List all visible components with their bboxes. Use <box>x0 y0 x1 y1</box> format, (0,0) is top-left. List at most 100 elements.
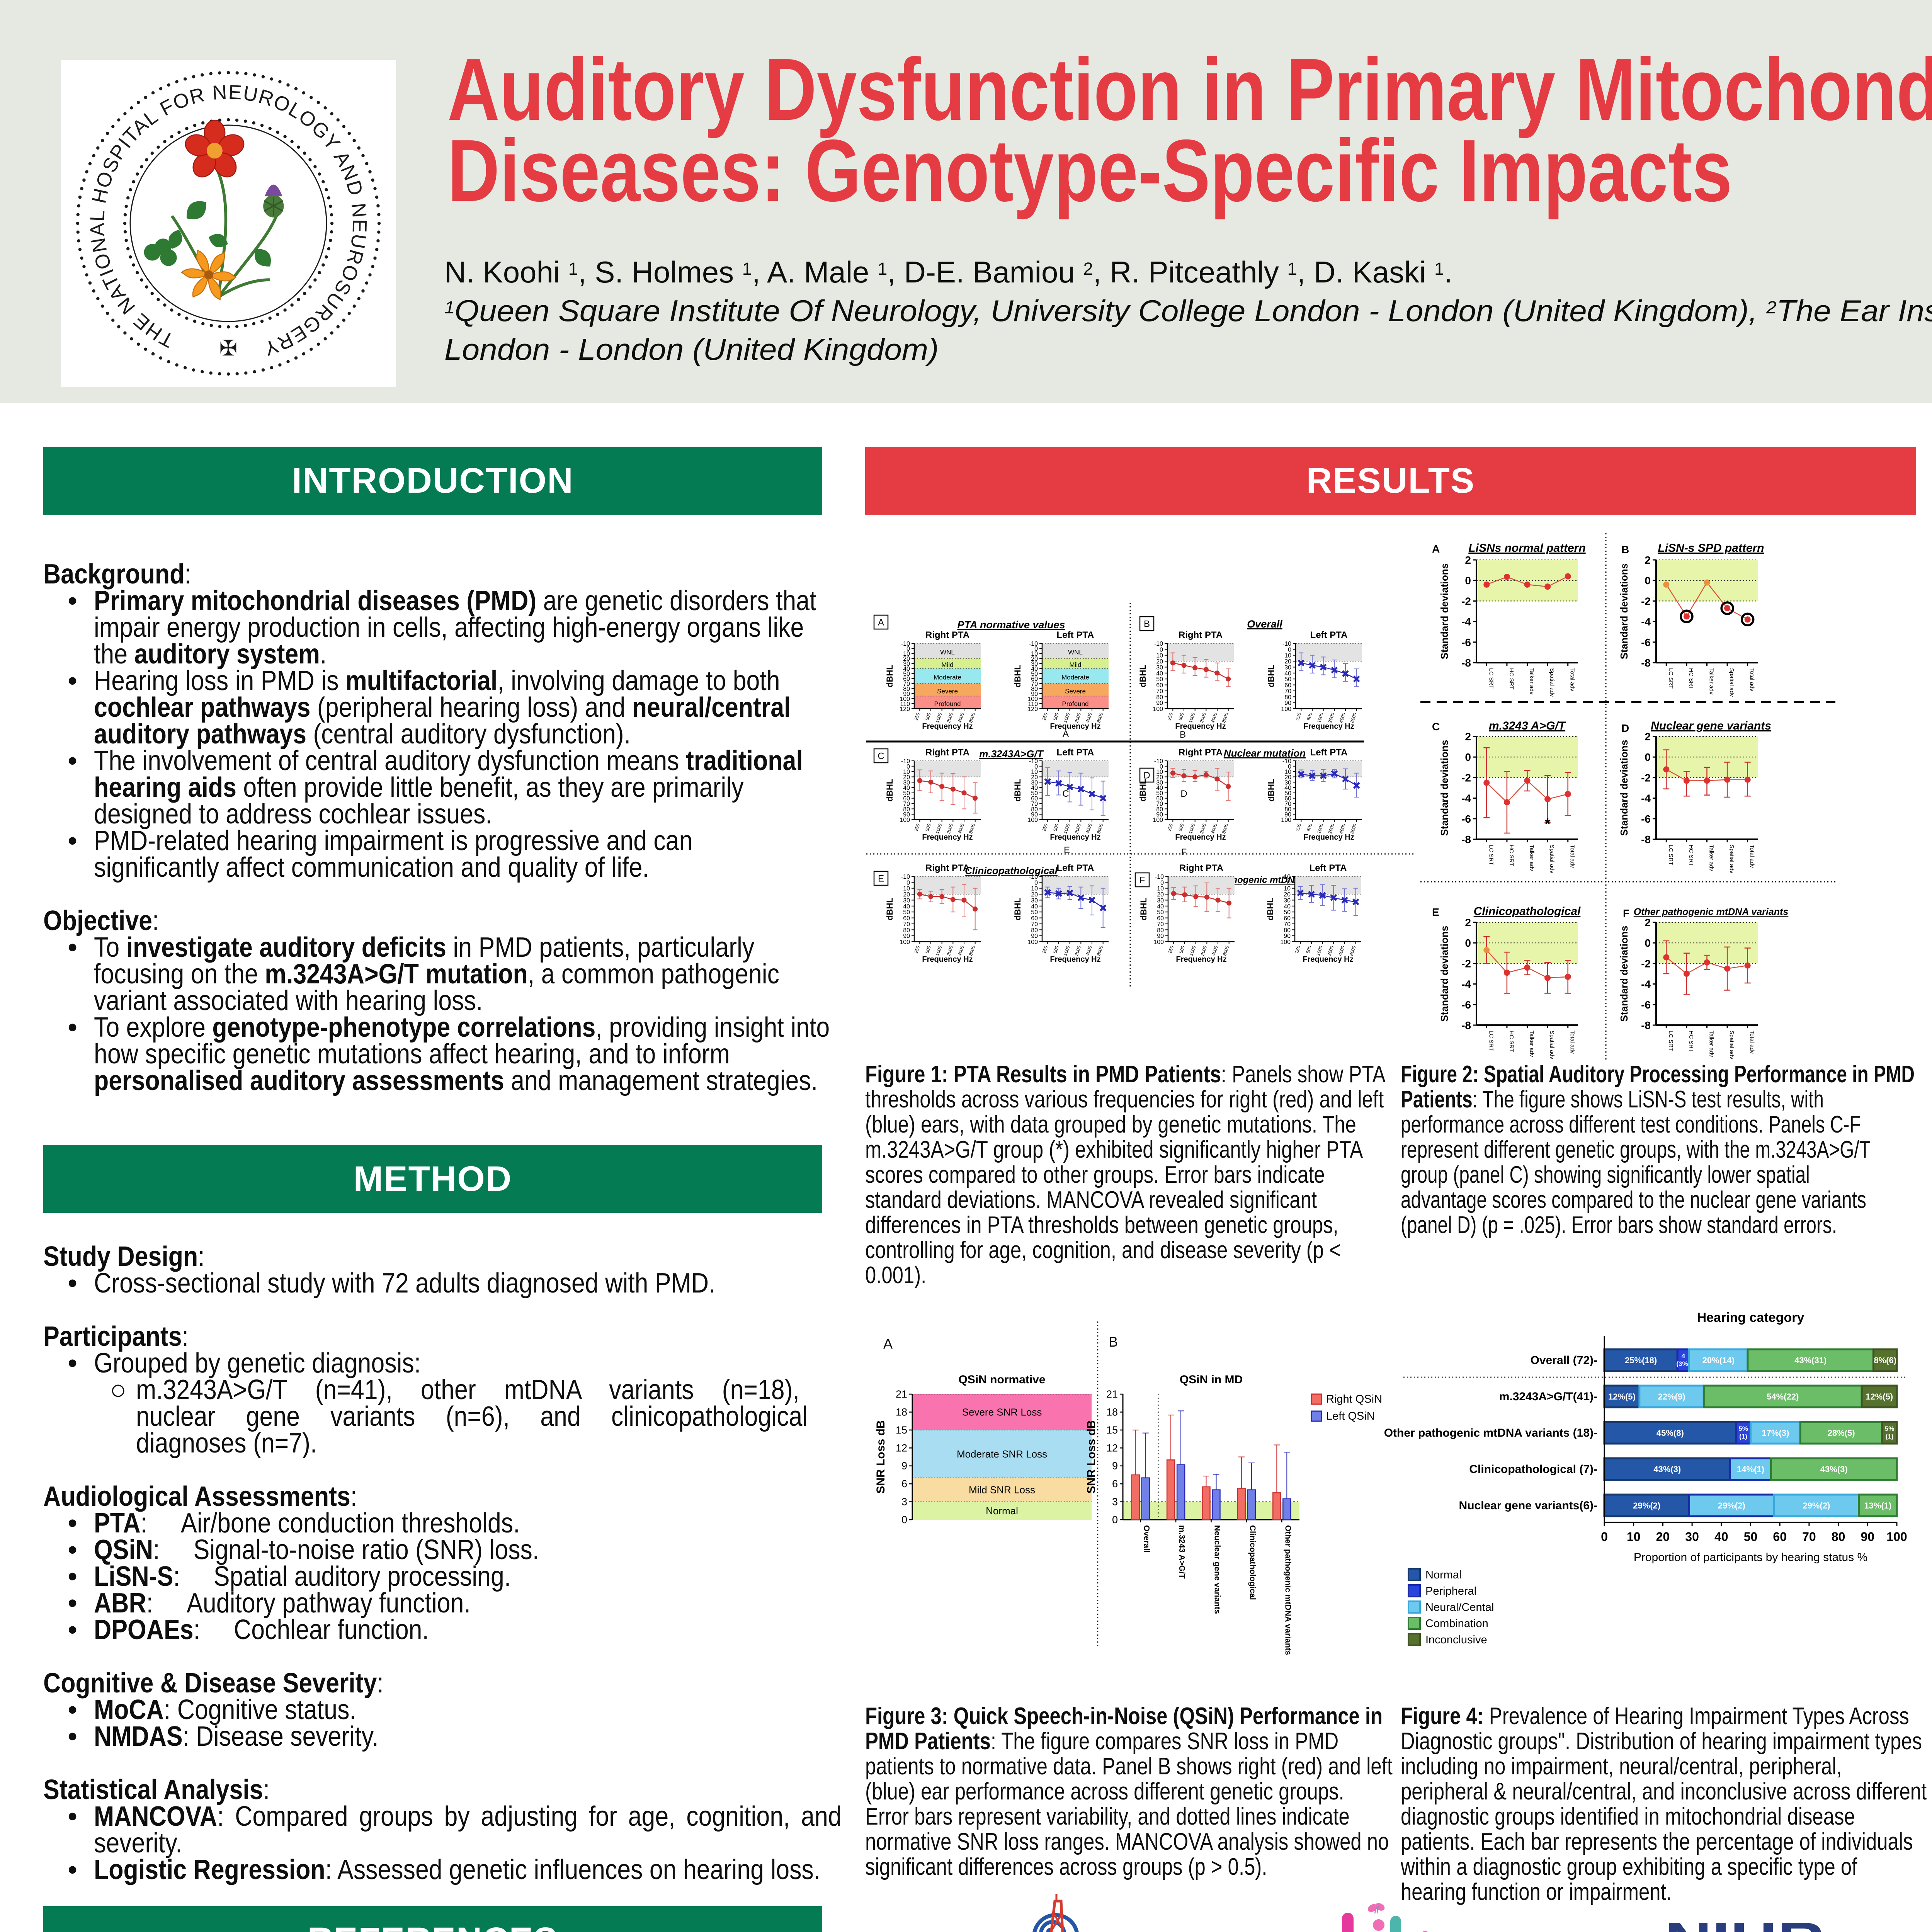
svg-text:Standard deviations: Standard deviations <box>1618 563 1630 660</box>
svg-text:10: 10 <box>1627 1530 1641 1544</box>
svg-text:500: 500 <box>1177 712 1185 721</box>
svg-text:13%(1): 13%(1) <box>1864 1501 1891 1510</box>
svg-text:60: 60 <box>1773 1530 1787 1544</box>
svg-text:4000: 4000 <box>1338 823 1347 834</box>
svg-text:500: 500 <box>924 945 932 954</box>
svg-text:20: 20 <box>1031 891 1038 898</box>
svg-text:B: B <box>1180 730 1186 740</box>
svg-text:A: A <box>1432 543 1440 555</box>
svg-text:90: 90 <box>903 933 910 940</box>
svg-text:dBHL: dBHL <box>885 779 895 802</box>
svg-text:Frequency Hz: Frequency Hz <box>922 722 973 731</box>
svg-text:30: 30 <box>1284 664 1291 671</box>
svg-text:8000: 8000 <box>1222 945 1230 956</box>
svg-text:60: 60 <box>1031 915 1038 922</box>
svg-text:0: 0 <box>1034 764 1038 770</box>
svg-text:NIHR: NIHR <box>1665 1915 1825 1932</box>
svg-text:8000: 8000 <box>1349 712 1358 723</box>
svg-text:90: 90 <box>1284 811 1291 818</box>
svg-text:70: 70 <box>903 921 910 928</box>
svg-text:Clinicopathological: Clinicopathological <box>1248 1525 1257 1600</box>
svg-text:Left PTA: Left PTA <box>1057 747 1094 758</box>
svg-text:2000: 2000 <box>1200 945 1208 956</box>
svg-text:Other pathogenic mtDNA variant: Other pathogenic mtDNA variants <box>1634 906 1789 917</box>
svg-text:Left QSiN: Left QSiN <box>1326 1410 1375 1422</box>
svg-text:100: 100 <box>1280 939 1291 946</box>
svg-text:100: 100 <box>1153 939 1164 946</box>
svg-text:-10: -10 <box>901 874 910 880</box>
svg-text:70: 70 <box>1031 801 1038 808</box>
svg-text:Right PTA: Right PTA <box>925 630 969 640</box>
svg-text:QSiN in MD: QSiN in MD <box>1180 1373 1243 1386</box>
svg-text:40: 40 <box>1156 670 1163 677</box>
svg-text:A: A <box>883 1336 893 1352</box>
svg-text:4: 4 <box>1682 1352 1685 1360</box>
svg-text:4000: 4000 <box>957 712 965 723</box>
svg-text:500: 500 <box>1052 823 1060 832</box>
svg-text:*: * <box>1544 815 1551 832</box>
svg-text:8000: 8000 <box>1221 823 1230 834</box>
svg-text:40: 40 <box>1284 785 1291 791</box>
svg-text:43%(31): 43%(31) <box>1794 1355 1827 1365</box>
svg-text:90: 90 <box>1031 691 1038 697</box>
svg-text:-10: -10 <box>1154 641 1163 647</box>
svg-text:8000: 8000 <box>1096 945 1104 956</box>
svg-text:0: 0 <box>1465 575 1471 587</box>
svg-text:Talker adv: Talker adv <box>1529 668 1535 695</box>
svg-text:120: 120 <box>1027 706 1038 713</box>
svg-text:Spatial adv: Spatial adv <box>1728 845 1735 874</box>
svg-text:PTA normative values: PTA normative values <box>957 619 1065 631</box>
svg-text:4000: 4000 <box>957 945 965 956</box>
svg-text:80: 80 <box>1832 1530 1845 1544</box>
svg-text:Talker adv: Talker adv <box>1529 1031 1535 1057</box>
svg-text:Frequency Hz: Frequency Hz <box>922 955 973 964</box>
svg-text:70: 70 <box>1156 801 1163 808</box>
svg-text:30: 30 <box>1284 779 1291 786</box>
svg-text:3: 3 <box>901 1496 907 1508</box>
svg-text:Right QSiN: Right QSiN <box>1326 1393 1382 1405</box>
svg-text:0: 0 <box>1160 646 1163 653</box>
svg-text:110: 110 <box>1028 701 1038 707</box>
svg-text:500: 500 <box>1177 823 1185 832</box>
svg-text:1000: 1000 <box>1188 823 1196 834</box>
svg-text:100: 100 <box>1027 817 1038 823</box>
svg-text:Frequency Hz: Frequency Hz <box>1050 722 1100 731</box>
svg-text:43%(3): 43%(3) <box>1653 1464 1681 1474</box>
svg-text:30: 30 <box>903 661 910 667</box>
svg-text:0: 0 <box>901 1514 907 1526</box>
svg-text:-10: -10 <box>1029 641 1038 647</box>
svg-text:40: 40 <box>1714 1530 1728 1544</box>
svg-text:2: 2 <box>1465 917 1471 929</box>
svg-text:10: 10 <box>1031 651 1038 657</box>
svg-text:10: 10 <box>1031 886 1038 892</box>
svg-text:80: 80 <box>1284 806 1291 813</box>
svg-text:1000: 1000 <box>1316 823 1325 834</box>
svg-text:2: 2 <box>1645 731 1651 743</box>
svg-text:100: 100 <box>1027 696 1038 702</box>
svg-text:C: C <box>1062 789 1069 799</box>
svg-text:2000: 2000 <box>946 945 954 956</box>
svg-text:50: 50 <box>903 909 910 916</box>
svg-text:40: 40 <box>1156 785 1163 791</box>
svg-text:-2: -2 <box>1461 595 1471 607</box>
svg-text:43%(3): 43%(3) <box>1820 1464 1848 1474</box>
svg-text:-8: -8 <box>1641 1019 1651 1031</box>
svg-text:80: 80 <box>1156 806 1163 813</box>
svg-text:1000: 1000 <box>1063 945 1071 956</box>
svg-text:0: 0 <box>1645 937 1651 949</box>
svg-text:Frequency Hz: Frequency Hz <box>1176 955 1226 964</box>
svg-text:-4: -4 <box>1461 616 1471 628</box>
svg-text:40: 40 <box>1031 785 1038 791</box>
svg-text:1000: 1000 <box>935 823 943 834</box>
svg-text:F: F <box>1623 907 1629 919</box>
svg-text:90: 90 <box>903 811 910 818</box>
svg-text:-6: -6 <box>1461 999 1471 1011</box>
svg-text:18: 18 <box>896 1406 907 1418</box>
svg-text:dBHL: dBHL <box>1266 665 1276 687</box>
svg-text:Peripheral: Peripheral <box>1425 1585 1476 1597</box>
svg-text:Spatial adv: Spatial adv <box>1728 668 1735 697</box>
svg-text:30: 30 <box>1157 897 1164 904</box>
svg-text:-10: -10 <box>901 641 910 647</box>
svg-text:250: 250 <box>1167 945 1175 954</box>
svg-text:Overall: Overall <box>1142 1525 1151 1553</box>
